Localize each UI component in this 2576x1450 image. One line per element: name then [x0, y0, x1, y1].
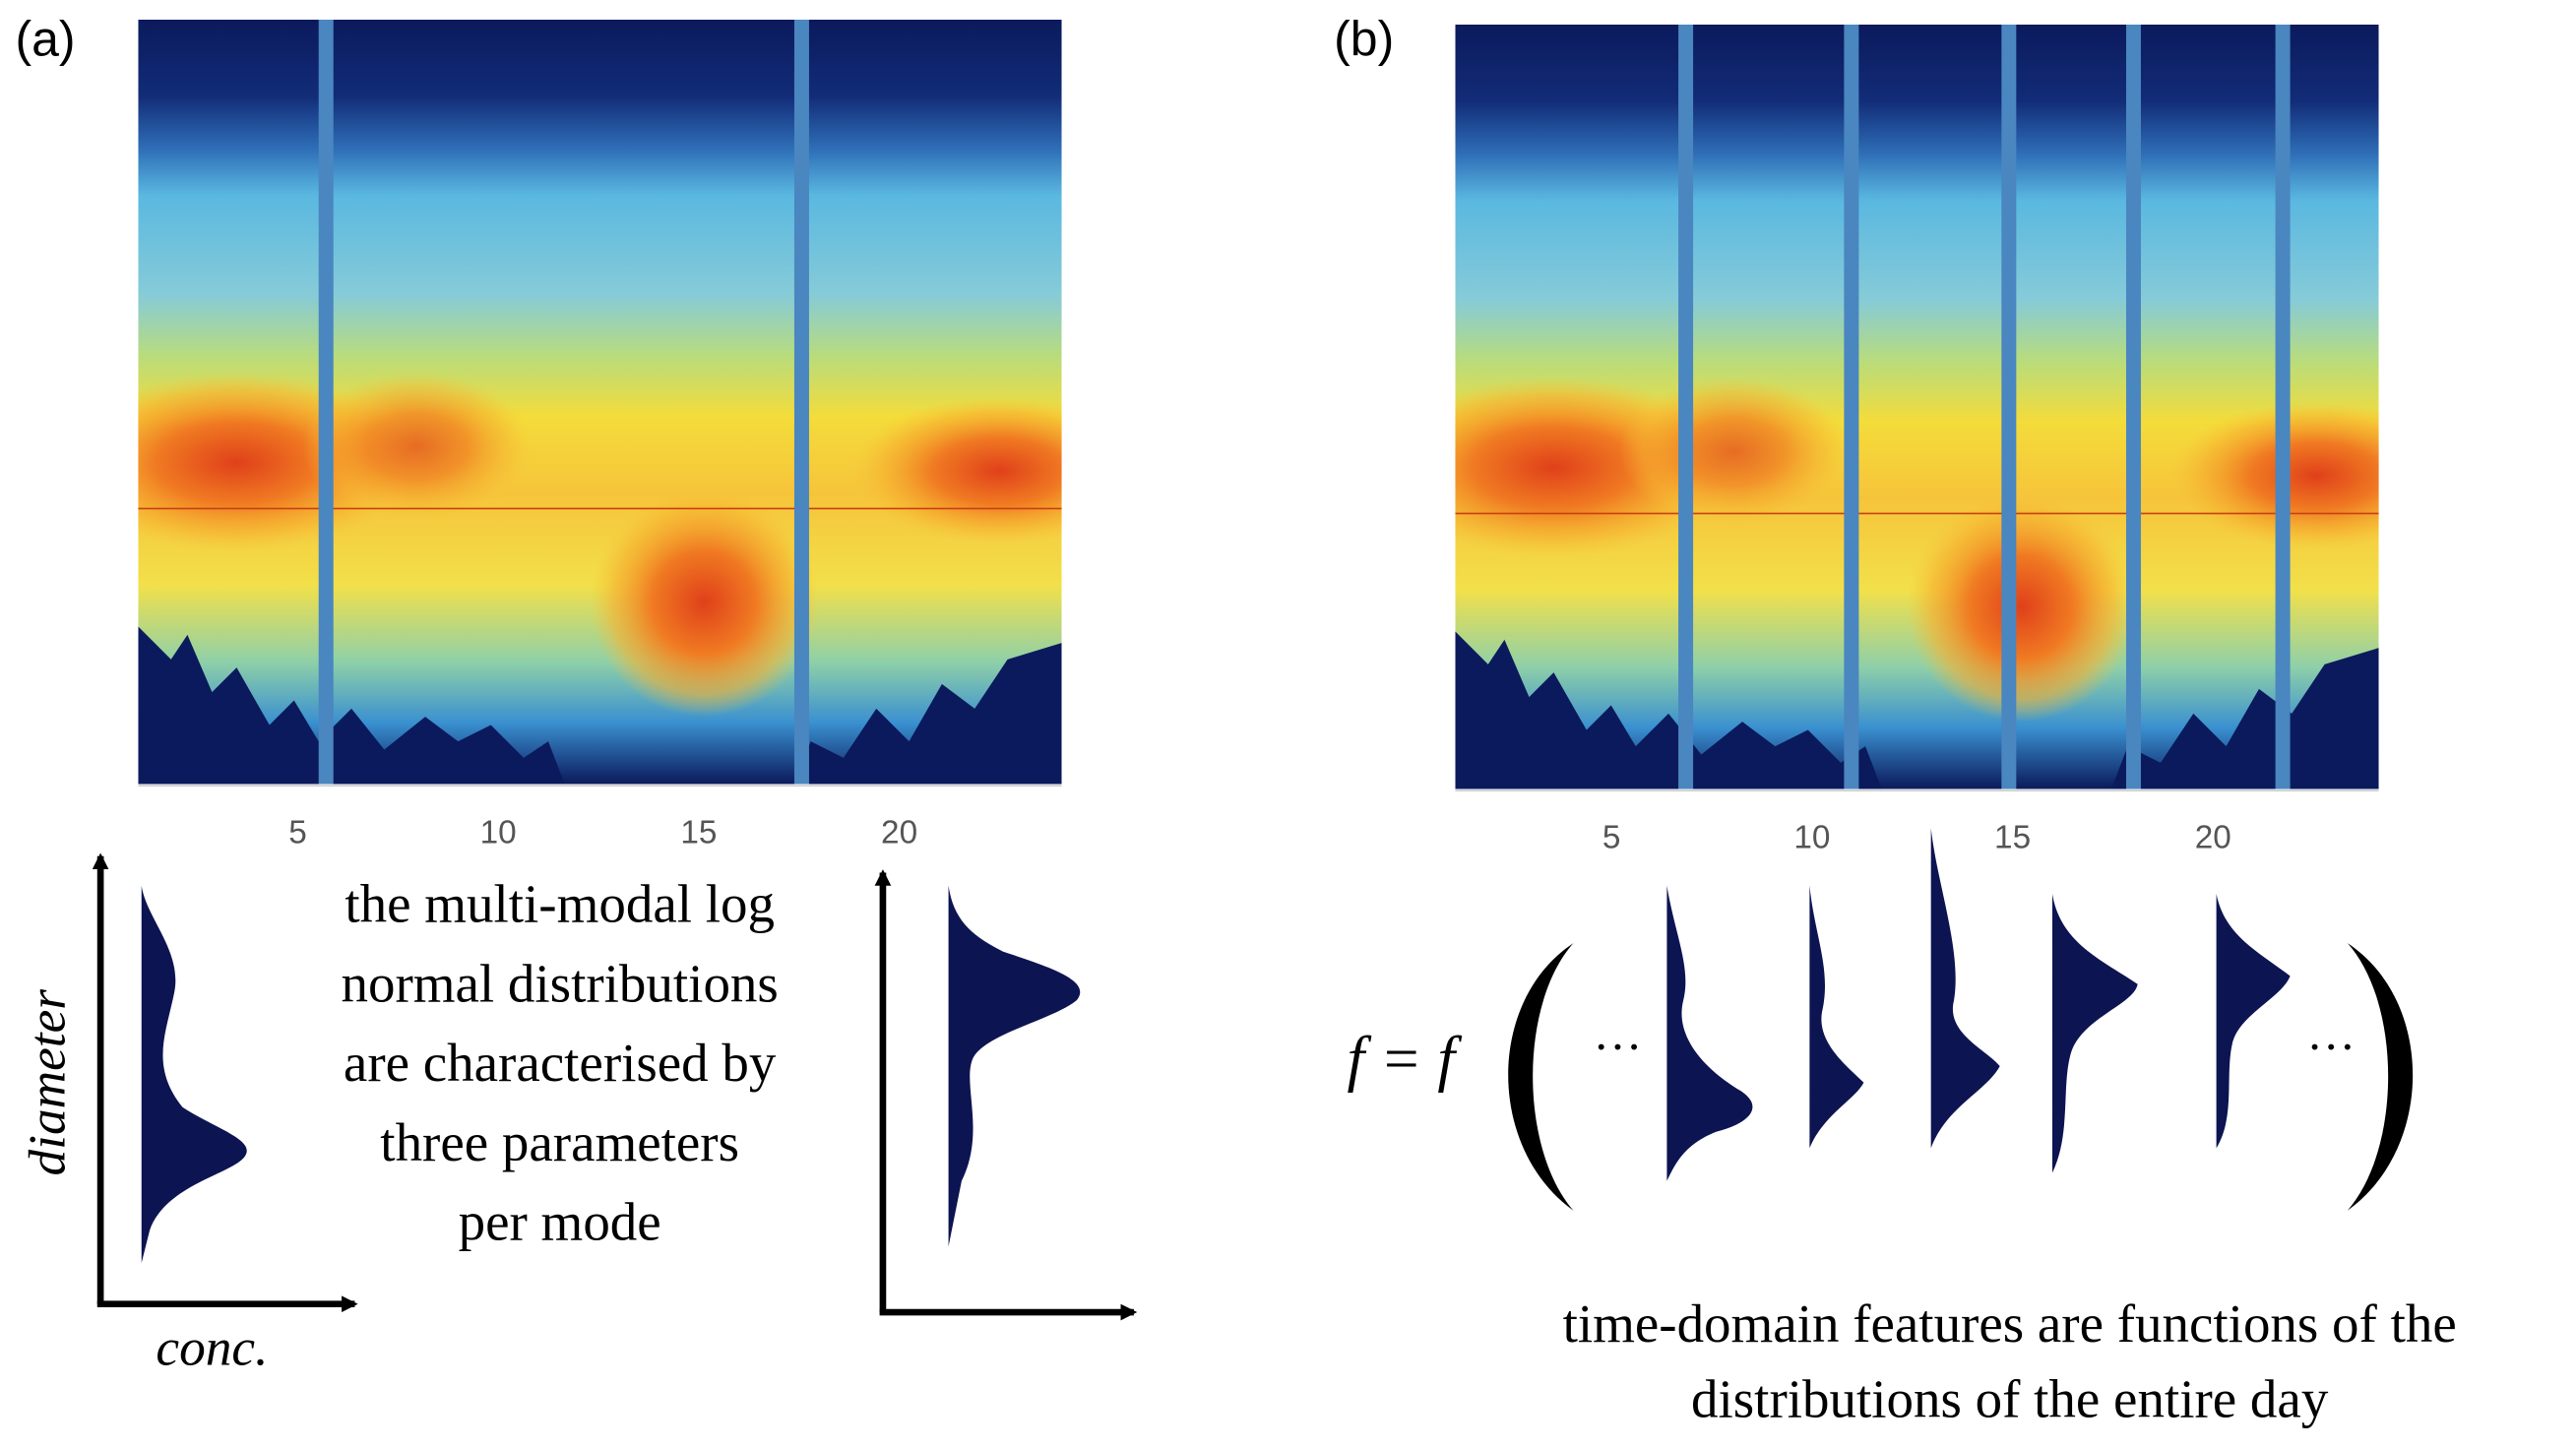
ellipsis: ···	[2306, 1019, 2356, 1074]
caption: time-domain features are functions of th…	[1563, 1293, 2457, 1429]
x-tick-label: 20	[2195, 819, 2231, 855]
split-bar	[318, 19, 334, 785]
x-ticks: 5 10 15 20	[1602, 819, 2231, 855]
text-line: normal distributions	[342, 953, 779, 1013]
split-bar	[793, 19, 809, 785]
formula: f = f	[1347, 1024, 1462, 1093]
axis-label: conc.	[156, 1317, 268, 1376]
heatmap	[1373, 25, 2464, 788]
heatmap	[56, 20, 1147, 784]
x-tick-label: 20	[881, 814, 917, 851]
caption-line: time-domain features are functions of th…	[1563, 1293, 2457, 1354]
x-tick-label: 10	[1793, 819, 1830, 855]
x-tick-label: 5	[1602, 819, 1621, 855]
text-line: are characterised by	[344, 1033, 777, 1093]
ellipsis: ···	[1593, 1019, 1642, 1074]
text-line: per mode	[459, 1192, 661, 1252]
distributions	[1666, 828, 2291, 1181]
x-tick-label: 5	[288, 814, 307, 851]
paren	[1508, 943, 1574, 1211]
caption-line: distributions of the entire day	[1691, 1369, 2329, 1429]
x-tick-label: 15	[680, 814, 717, 851]
x-tick-label: 15	[1994, 819, 2031, 855]
axis-label: diameter	[17, 989, 76, 1176]
description: the multi-modal log normal distributions a…	[342, 873, 779, 1251]
panel-label: (b)	[1334, 12, 1394, 67]
text-line: the multi-modal log	[345, 873, 775, 933]
panel-label: (a)	[15, 12, 75, 67]
split-bars	[1678, 24, 2291, 789]
text-line: three parameters	[380, 1112, 739, 1172]
x-ticks: 5 10 15 20	[288, 814, 917, 851]
x-tick-label: 10	[480, 814, 517, 851]
distribution	[141, 885, 247, 1264]
distribution	[948, 885, 1081, 1247]
paren	[2347, 943, 2414, 1211]
